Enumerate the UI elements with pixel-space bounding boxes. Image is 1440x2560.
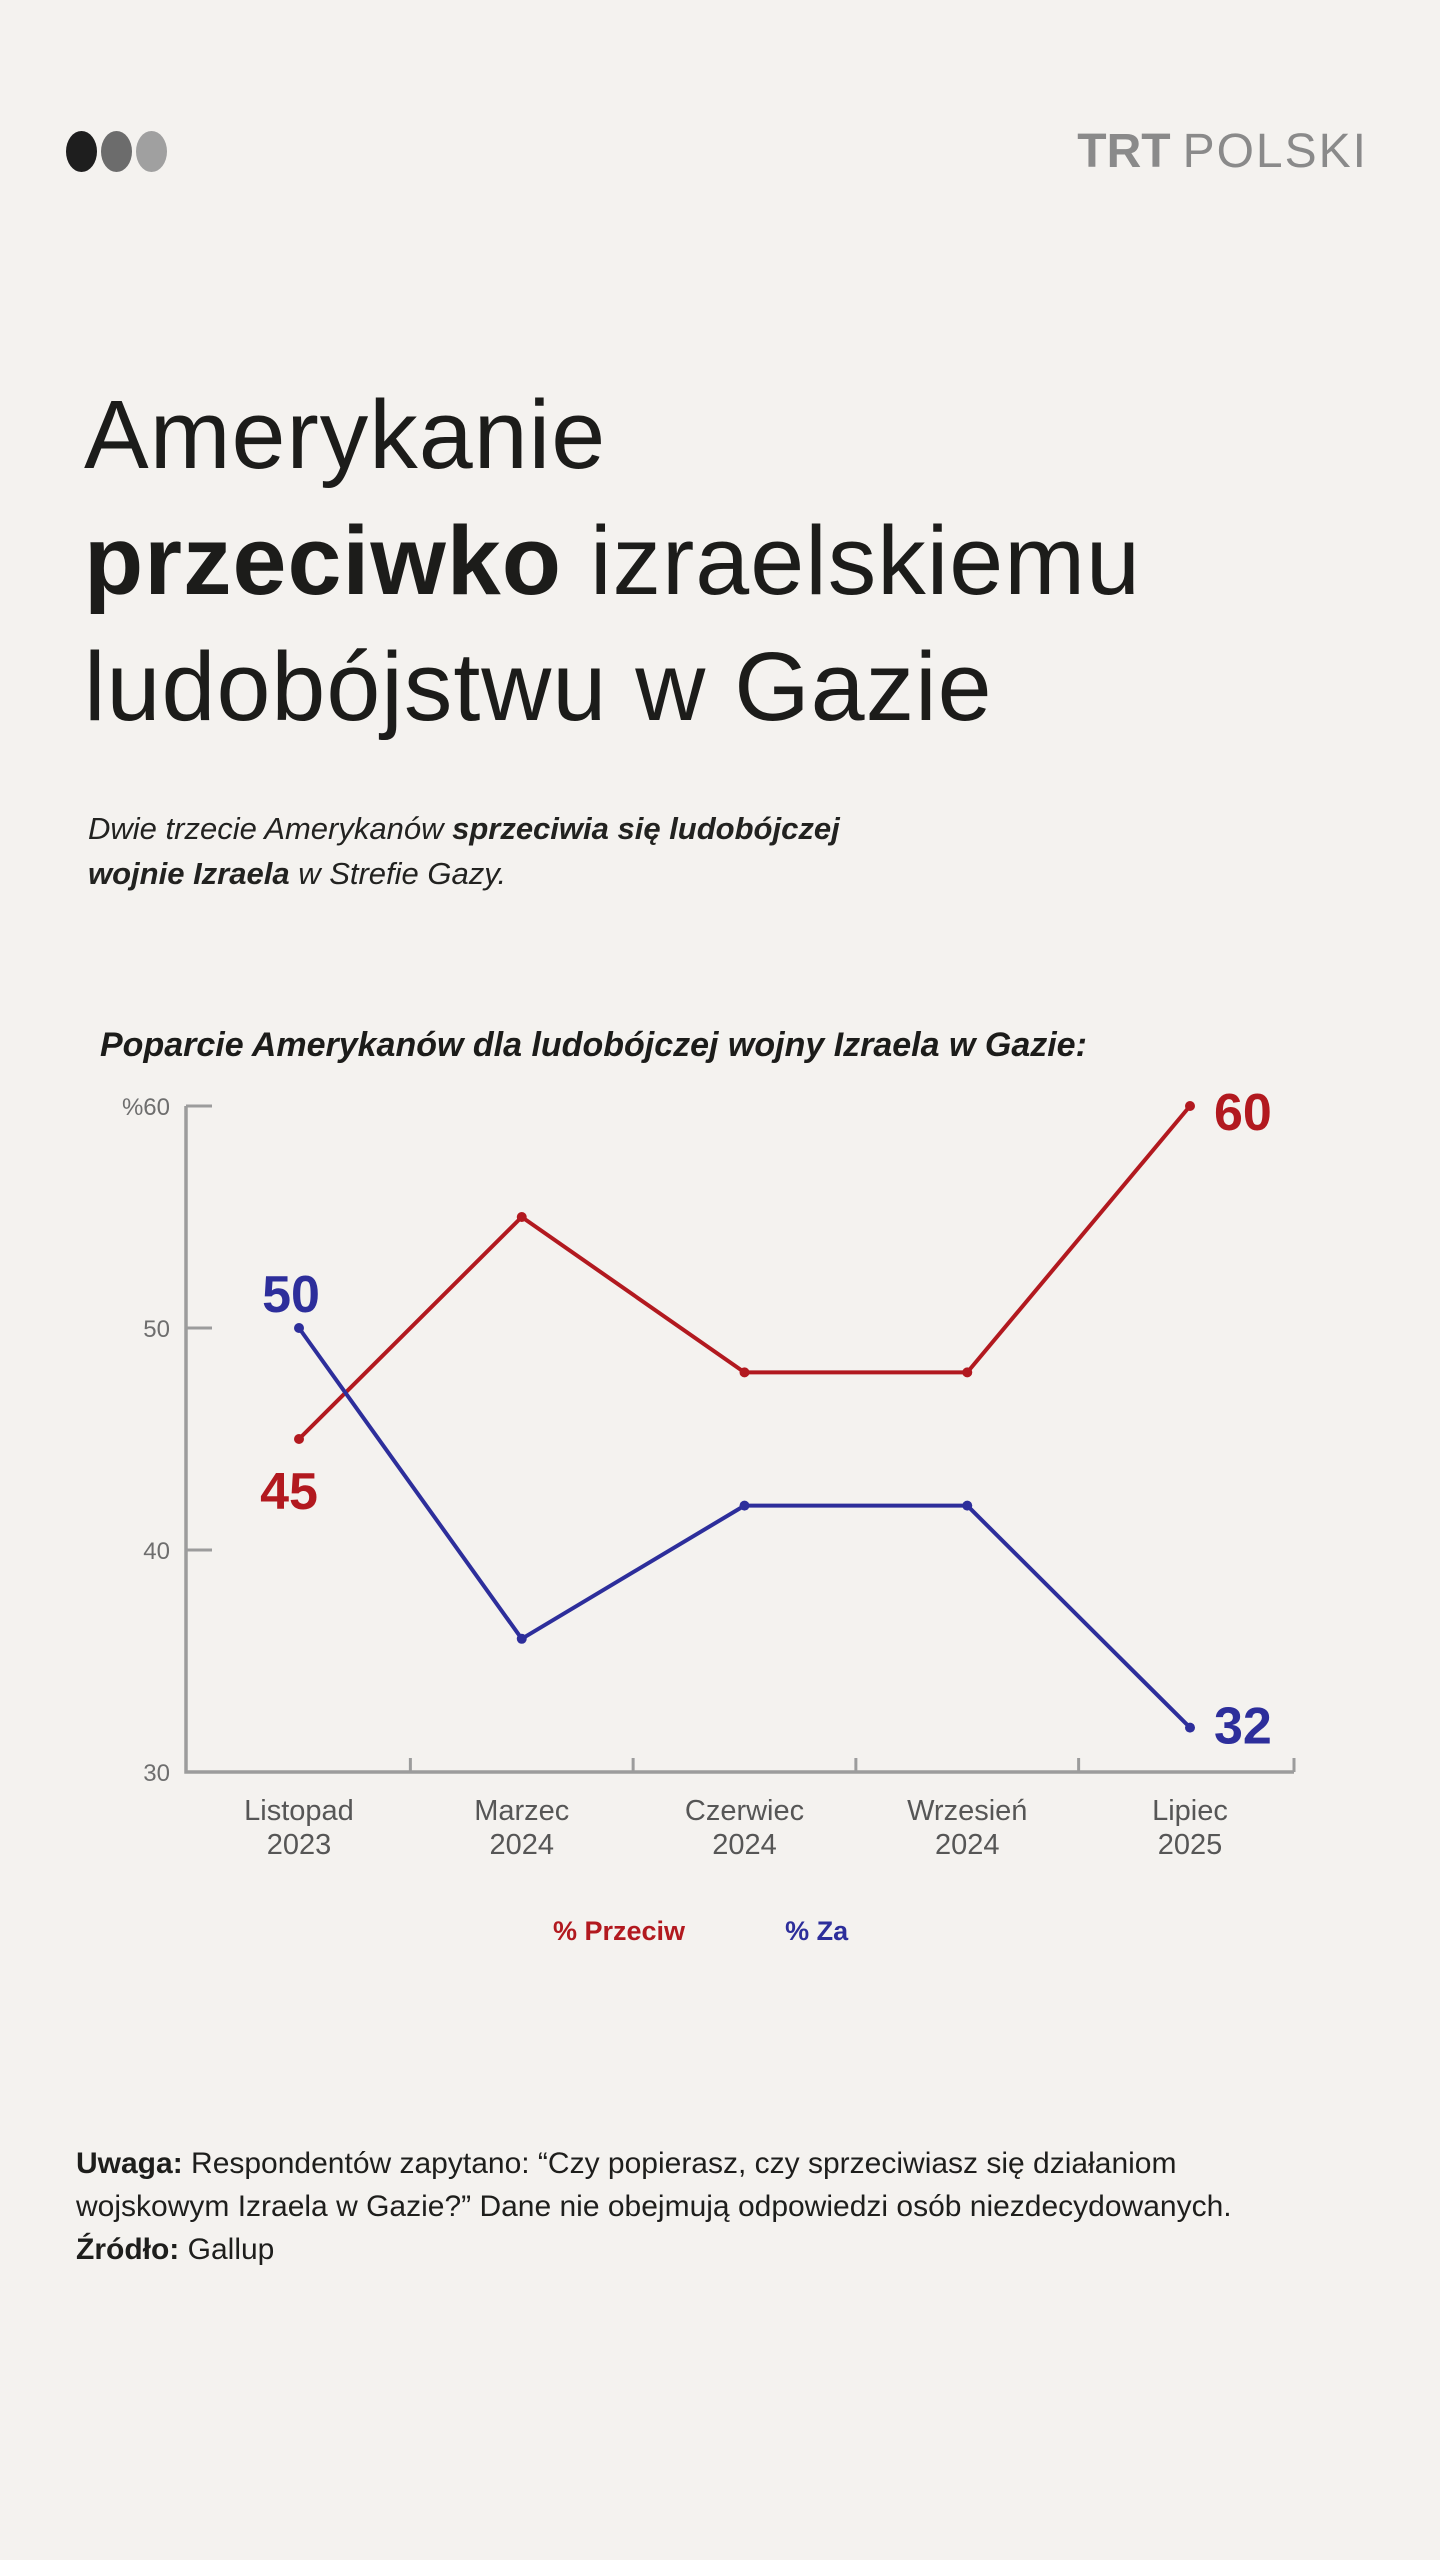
source-label: Źródło: <box>76 2233 180 2266</box>
data-point <box>1185 1101 1195 1111</box>
logo-polski: POLSKI <box>1182 125 1368 178</box>
subtitle-line-2: wojnie Izraela w Strefie Gazy. <box>88 856 507 891</box>
data-point <box>516 1212 527 1222</box>
subtitle: Dwie trzecie Amerykanów sprzeciwia się l… <box>88 806 840 896</box>
legend-item-za: % Za <box>785 1916 849 1946</box>
data-point <box>294 1323 304 1333</box>
trt-polski-logo: TRT POLSKI <box>1077 124 1368 179</box>
point-label: 50 <box>262 1266 320 1324</box>
point-label: 60 <box>1214 1084 1272 1142</box>
title-line-3: ludobójstwu w Gazie <box>84 632 993 741</box>
data-point <box>962 1500 973 1511</box>
x-category-label: Marzec 2024 <box>474 1795 569 1861</box>
brand-dots <box>66 131 167 172</box>
chart-axes <box>184 1106 1294 1774</box>
x-category-label: Lipiec 2025 <box>1152 1795 1228 1861</box>
subtitle-line-1: Dwie trzecie Amerykanów sprzeciwia się l… <box>88 811 840 846</box>
title-line-2: przeciwko izraelskiemu <box>84 498 1141 624</box>
data-point <box>1185 1722 1195 1733</box>
brand-dot-dark <box>66 131 97 172</box>
y-tick-label: 40 <box>143 1538 170 1565</box>
data-point <box>294 1434 304 1444</box>
footer-line-2: wojskowym Izraela w Gazie?” Dane nie obe… <box>76 2190 1232 2223</box>
brand-dot-medium <box>101 131 132 172</box>
title-line-2-bold: przeciwko <box>84 506 562 615</box>
x-category-label: Czerwiec 2024 <box>685 1795 804 1861</box>
data-point <box>739 1367 750 1378</box>
series-line-1 <box>297 1326 1192 1730</box>
data-point <box>516 1633 527 1644</box>
data-point <box>962 1367 973 1378</box>
logo-trt: TRT <box>1077 125 1171 178</box>
footer-note: Uwaga: Respondentów zapytano: “Czy popie… <box>76 2142 1232 2271</box>
point-label: 32 <box>1214 1698 1272 1756</box>
series-line-0 <box>297 1104 1192 1441</box>
page-title: Amerykanie przeciwko izraelskiemu ludobó… <box>84 372 1141 750</box>
y-tick-label: 50 <box>143 1316 170 1343</box>
footer-line-3: Źródło: Gallup <box>76 2233 274 2266</box>
y-tick-label: 30 <box>143 1760 170 1787</box>
data-point <box>739 1500 750 1511</box>
chart-title: Poparcie Amerykanów dla ludobójczej wojn… <box>100 1026 1087 1064</box>
footer-line-1: Uwaga: Respondentów zapytano: “Czy popie… <box>76 2147 1177 2180</box>
source-value: Gallup <box>179 2233 275 2266</box>
legend-item-przeciw: % Przeciw <box>553 1916 686 1946</box>
point-label: 45 <box>260 1463 318 1521</box>
note-label: Uwaga: <box>76 2147 183 2180</box>
y-tick-label: %60 <box>122 1094 170 1121</box>
brand-dot-light <box>136 131 167 172</box>
chart-legend: % Przeciw % Za <box>553 1916 848 1947</box>
title-line-1: Amerykanie <box>84 380 607 489</box>
x-category-label: Wrzesień 2024 <box>907 1795 1027 1861</box>
x-category-label: Listopad 2023 <box>244 1795 354 1861</box>
title-line-2-rest: izraelskiemu <box>562 506 1141 615</box>
